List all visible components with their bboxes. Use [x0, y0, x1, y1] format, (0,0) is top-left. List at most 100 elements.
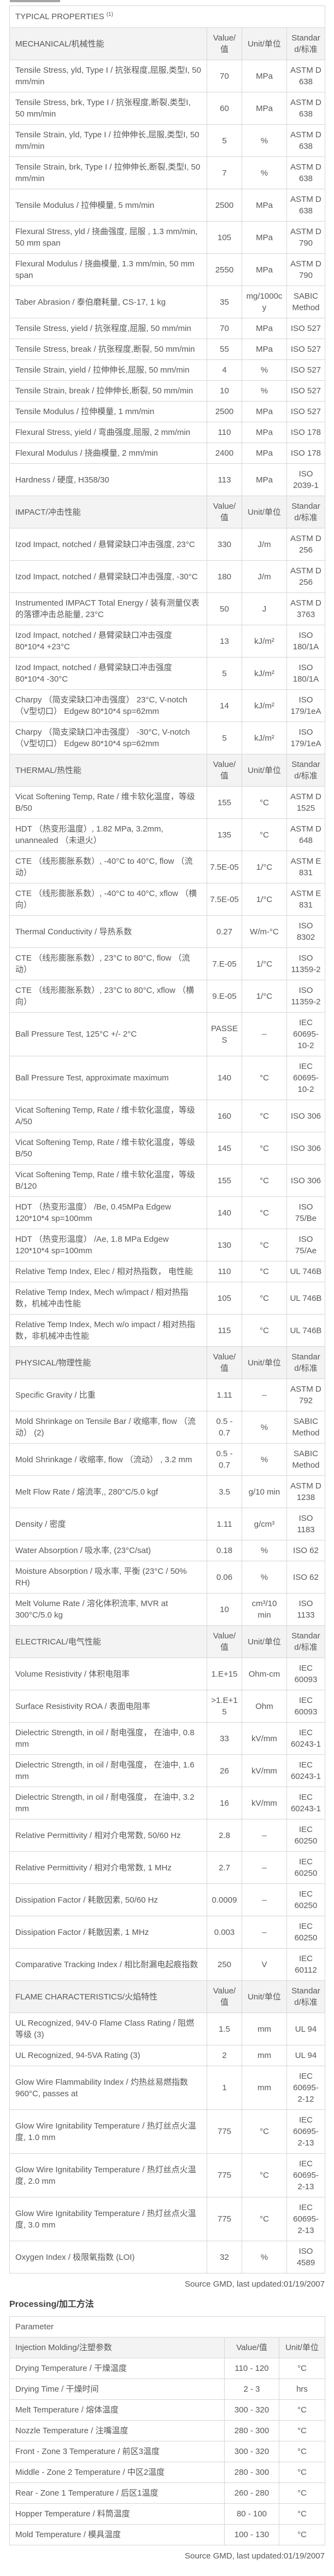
value-cell: 160 — [207, 1100, 242, 1132]
property-row: CTE （线形膨胀系数）, 23°C to 80°C, xflow （横向） 9.… — [9, 980, 326, 1013]
property-cell: Relative Permittivity / 相对介电常数, 50/60 Hz — [9, 1819, 207, 1852]
value-cell: 155 — [207, 1164, 242, 1197]
source-note: Source GMD, last updated:01/19/2007 — [185, 2551, 325, 2561]
unit-cell: kV/mm — [242, 1754, 287, 1787]
property-row: Izod Impact, notched / 悬臂梁缺口冲击强度, -30°C 1… — [9, 560, 326, 593]
standard-cell: IEC 60243-1 — [286, 1722, 326, 1755]
standard-cell: ASTM D 1525 — [286, 786, 326, 819]
unit-cell: MPa — [242, 422, 287, 443]
value-cell: 32 — [207, 2241, 242, 2273]
property-cell: Dielectric Strength, in oil / 耐电强度， 在油中,… — [9, 1787, 207, 1819]
value-cell: 5 — [207, 657, 242, 690]
property-cell: Ball Pressure Test, 125°C +/- 2°C — [9, 1012, 207, 1056]
unit-cell: hrs — [279, 2379, 325, 2400]
value-cell: 60 — [207, 92, 242, 125]
section-header-row: THERMAL/热性能 Value/值 Unit/单位 Standard/标准 — [9, 754, 326, 787]
property-cell: Vicat Softening Temp, Rate / 维卡软化温度，等级 B… — [9, 1164, 207, 1197]
processing-row: Hopper Temperature / 料筒温度 80 - 100 °C — [9, 2503, 325, 2525]
processing-row: Drying Time / 干燥时间 2 - 3 hrs — [9, 2379, 325, 2400]
property-row: Charpy （简支梁缺口冲击强度） -30°C, V-notch （V型切口）… — [9, 722, 326, 754]
value-cell: 7 — [207, 156, 242, 189]
standard-column-header: Standard/标准 — [286, 1346, 326, 1379]
property-cell: CTE （线形膨胀系数）, 23°C to 80°C, flow （流动） — [9, 947, 207, 980]
standard-cell: ISO 179/1eA — [286, 722, 326, 754]
property-cell: Thermal Conductivity / 导热系数 — [9, 915, 207, 948]
value-cell: 250 — [207, 1948, 242, 1981]
standard-cell: ASTM D 792 — [286, 1379, 326, 1411]
standard-cell: IEC 60112 — [286, 1948, 326, 1981]
standard-cell: ISO 527 — [286, 380, 326, 402]
standard-cell: ISO 11359-2 — [286, 947, 326, 980]
unit-cell: V — [242, 1948, 287, 1981]
property-row: Dissipation Factor / 耗散因素, 50/60 Hz 0.000… — [9, 1883, 326, 1916]
value-cell: 9.E-05 — [207, 980, 242, 1013]
value-cell: 50 — [207, 592, 242, 625]
unit-cell: MPa — [242, 92, 287, 125]
parameter-header-cell: Parameter — [9, 2316, 325, 2337]
value-cell: 280 - 300 — [224, 2462, 279, 2483]
value-cell: 0.0009 — [207, 1883, 242, 1916]
property-cell: Izod Impact, notched / 悬臂梁缺口冲击强度 80*10*4… — [9, 657, 207, 690]
value-cell: 33 — [207, 1722, 242, 1755]
property-row: Glow Wire Ignitability Temperature / 热灯丝… — [9, 2197, 326, 2241]
property-cell: Tensile Strain, break / 拉伸伸长,断裂, 50 mm/m… — [9, 380, 207, 402]
section-name: MECHANICAL/机械性能 — [9, 27, 207, 60]
parameter-cell: Drying Temperature / 干燥温度 — [9, 2358, 225, 2379]
value-cell: 2550 — [207, 253, 242, 286]
property-cell: Tensile Stress, break / 抗张程度,断裂, 50 mm/m… — [9, 339, 207, 360]
unit-cell: °C — [242, 1100, 287, 1132]
property-row: Tensile Stress, yld, Type I / 抗张程度,屈服,类型… — [9, 60, 326, 92]
value-cell: 80 - 100 — [224, 2503, 279, 2525]
unit-cell: °C — [242, 818, 287, 851]
unit-cell: 1/°C — [242, 851, 287, 883]
property-cell: HDT （热变形温度） /Be, 0.45MPa Edgew 120*10*4 … — [9, 1196, 207, 1229]
section-header-row: ELECTRICAL/电气性能 Value/值 Unit/单位 Standard/标准 — [9, 1625, 326, 1658]
property-cell: Glow Wire Ignitability Temperature / 热灯丝… — [9, 2109, 207, 2154]
processing-row: Drying Temperature / 干燥温度 110 - 120 °C — [9, 2358, 325, 2379]
standard-cell: ISO 178 — [286, 443, 326, 464]
section-name: PHYSICAL/物理性能 — [9, 1346, 207, 1379]
unit-cell: °C — [242, 1196, 287, 1229]
property-cell: Flexural Modulus / 挠曲模量, 1.3 mm/min, 50 … — [9, 253, 207, 286]
standard-cell: ISO 527 — [286, 339, 326, 360]
value-cell: 70 — [207, 318, 242, 339]
standard-cell: ISO 75/Be — [286, 1196, 326, 1229]
value-cell: 775 — [207, 2109, 242, 2154]
standard-cell: ASTM E 831 — [286, 851, 326, 883]
parameter-cell: Drying Time / 干燥时间 — [9, 2379, 225, 2400]
value-cell: 180 — [207, 560, 242, 593]
property-cell: Charpy （简支梁缺口冲击强度） 23°C, V-notch （V型切口） … — [9, 689, 207, 722]
unit-cell: °C — [242, 1282, 287, 1315]
standard-cell: IEC 60093 — [286, 1690, 326, 1723]
unit-cell: kJ/m² — [242, 722, 287, 754]
value-cell: 2400 — [207, 443, 242, 464]
property-cell: Specific Gravity / 比重 — [9, 1379, 207, 1411]
property-row: Volume Resistivity / 体积电阻率 1.E+15 Ohm-cm IE… — [9, 1658, 326, 1690]
value-cell: 0.18 — [207, 1540, 242, 1561]
value-cell: 0.27 — [207, 915, 242, 948]
value-cell: 105 — [207, 221, 242, 254]
value-column-header: Value/值 — [224, 2337, 279, 2358]
property-cell: Taber Abrasion / 泰伯磨耗量, CS-17, 1 kg — [9, 286, 207, 318]
unit-cell: g/10 min — [242, 1475, 287, 1508]
standard-cell: ASTM D 256 — [286, 560, 326, 593]
unit-cell: J/m — [242, 560, 287, 593]
property-row: Melt Flow Rate / 熔流率,, 280°C/5.0 kgf 3.5 g… — [9, 1475, 326, 1508]
property-cell: HDT （热变形温度）, 1.82 MPa, 3.2mm, unannealed… — [9, 818, 207, 851]
unit-cell: – — [242, 1012, 287, 1056]
property-row: Dissipation Factor / 耗散因素, 1 MHz 0.003– IE… — [9, 1916, 326, 1949]
property-row: HDT （热变形温度） /Be, 0.45MPa Edgew 120*10*4 … — [9, 1196, 326, 1229]
processing-heading: Processing/加工方法 — [9, 2300, 94, 2309]
value-cell: 0.5 - 0.7 — [207, 1443, 242, 1476]
typical-properties-table: TYPICAL PROPERTIES (1) MECHANICAL/机械性能 Va… — [9, 5, 326, 2273]
property-cell: Relative Temp Index, Mech w/o impact / 相… — [9, 1314, 207, 1347]
unit-column-header: Unit/单位 — [279, 2337, 325, 2358]
unit-cell: mm — [242, 2013, 287, 2045]
unit-cell: % — [242, 1561, 287, 1594]
unit-cell: – — [242, 1379, 287, 1411]
value-cell: 105 — [207, 1282, 242, 1315]
parameter-cell: Middle - Zone 2 Temperature / 中区2温度 — [9, 2462, 225, 2483]
property-cell: Glow Wire Ignitability Temperature / 热灯丝… — [9, 2153, 207, 2197]
processing-row: Rear - Zone 1 Temperature / 后区1温度 260 - 2… — [9, 2482, 325, 2504]
unit-cell: °C — [279, 2420, 325, 2441]
